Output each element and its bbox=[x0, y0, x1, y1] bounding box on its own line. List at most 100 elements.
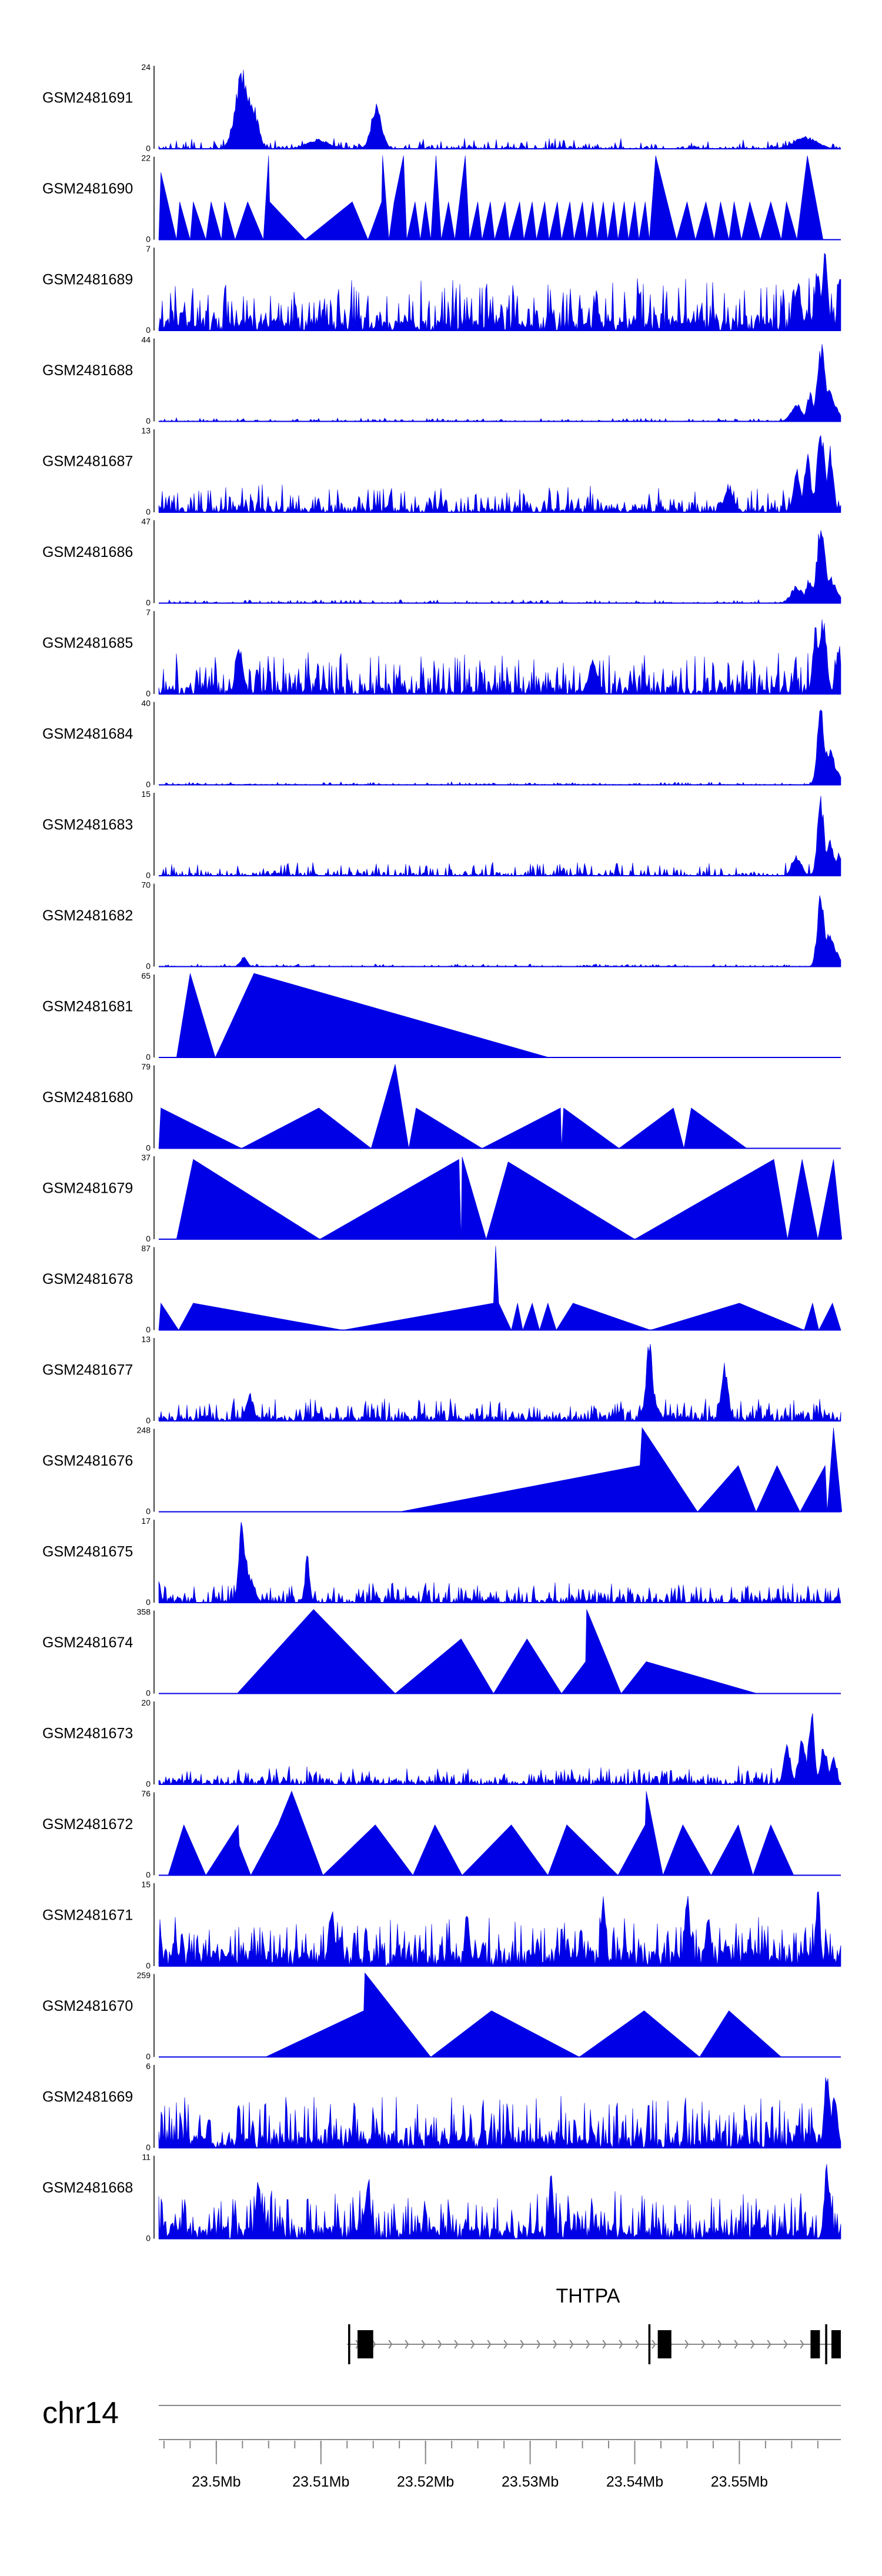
y-min-tick-label: 0 bbox=[146, 1597, 151, 1607]
coverage-area bbox=[159, 530, 841, 604]
y-min-tick-label: 0 bbox=[146, 1325, 151, 1334]
sample-label: GSM2481675 bbox=[42, 1543, 133, 1560]
sample-label: GSM2481673 bbox=[42, 1725, 133, 1741]
sample-label: GSM2481679 bbox=[42, 1180, 133, 1196]
sample-label: GSM2481674 bbox=[42, 1634, 133, 1651]
coverage-area bbox=[158, 1246, 841, 1331]
y-min-tick-label: 0 bbox=[146, 2234, 151, 2243]
y-min-tick-label: 0 bbox=[146, 1234, 151, 1243]
sample-label: GSM2481690 bbox=[42, 181, 133, 197]
track-panel: GSM2481672 76 0 bbox=[42, 1789, 841, 1880]
y-min-tick-label: 0 bbox=[146, 1143, 151, 1153]
gene-exon bbox=[648, 2324, 651, 2364]
y-max-tick-label: 17 bbox=[141, 1516, 151, 1526]
gene-annotation-track: THTPA bbox=[347, 2285, 841, 2364]
coverage-area bbox=[158, 435, 841, 513]
coverage-area bbox=[159, 796, 841, 877]
y-max-tick-label: 22 bbox=[141, 154, 151, 163]
coverage-area bbox=[168, 1790, 794, 1876]
y-min-tick-label: 0 bbox=[146, 1689, 151, 1698]
y-min-tick-label: 0 bbox=[146, 870, 151, 880]
coverage-area bbox=[158, 2077, 841, 2148]
coverage-area bbox=[158, 1344, 841, 1422]
track-panel: GSM2481688 44 0 bbox=[42, 335, 841, 426]
sample-label: GSM2481668 bbox=[42, 2180, 133, 2196]
track-panel: GSM2481689 7 0 bbox=[42, 244, 841, 335]
track-panel: GSM2481671 15 0 bbox=[42, 1880, 841, 1970]
coverage-area bbox=[236, 1609, 757, 1694]
track-panel: GSM2481687 13 0 bbox=[42, 426, 841, 516]
strand-chevron-icon bbox=[684, 2340, 689, 2349]
coordinate-tick-label: 23.53Mb bbox=[502, 2474, 559, 2490]
strand-chevron-icon bbox=[421, 2340, 426, 2349]
strand-chevron-icon bbox=[586, 2340, 590, 2349]
strand-chevron-icon bbox=[454, 2340, 459, 2349]
y-min-tick-label: 0 bbox=[146, 689, 151, 698]
y-max-tick-label: 358 bbox=[137, 1607, 151, 1617]
y-max-tick-label: 6 bbox=[146, 2061, 151, 2071]
gene-exon bbox=[810, 2330, 820, 2358]
y-max-tick-label: 40 bbox=[141, 699, 151, 708]
coordinate-tick-label: 23.51Mb bbox=[292, 2474, 349, 2490]
sample-label: GSM2481672 bbox=[42, 1816, 133, 1833]
strand-chevron-icon bbox=[520, 2340, 524, 2349]
coverage-area bbox=[158, 1713, 841, 1786]
strand-chevron-icon bbox=[569, 2340, 574, 2349]
coverage-area bbox=[158, 1891, 841, 1967]
strand-chevron-icon bbox=[553, 2340, 557, 2349]
y-min-tick-label: 0 bbox=[146, 1870, 151, 1880]
strand-chevron-icon bbox=[437, 2340, 442, 2349]
genome-axis-track: chr14 23.5Mb 23.51Mb 23.52Mb 23.53Mb 23.54Mb… bbox=[42, 2396, 841, 2490]
strand-chevron-icon bbox=[701, 2340, 706, 2349]
y-min-tick-label: 0 bbox=[146, 2143, 151, 2152]
y-max-tick-label: 7 bbox=[146, 244, 151, 253]
y-min-tick-label: 0 bbox=[146, 1052, 151, 1062]
strand-chevron-icon bbox=[717, 2340, 722, 2349]
coverage-area bbox=[176, 1156, 843, 1240]
sample-label: GSM2481669 bbox=[42, 2088, 133, 2105]
y-min-tick-label: 0 bbox=[146, 780, 151, 789]
coverage-area bbox=[158, 895, 841, 967]
y-min-tick-label: 0 bbox=[146, 235, 151, 244]
track-panel: GSM2481686 47 0 bbox=[42, 517, 841, 608]
strand-chevron-icon bbox=[635, 2340, 640, 2349]
sample-label: GSM2481685 bbox=[42, 635, 133, 651]
y-max-tick-label: 70 bbox=[141, 880, 151, 890]
track-panel: GSM2481691 24 0 bbox=[42, 62, 841, 153]
coverage-area bbox=[176, 973, 549, 1058]
gene-exon bbox=[825, 2324, 827, 2364]
y-min-tick-label: 0 bbox=[146, 962, 151, 971]
strand-chevron-icon bbox=[783, 2340, 788, 2349]
coordinate-tick-label: 23.54Mb bbox=[606, 2474, 663, 2490]
y-max-tick-label: 65 bbox=[141, 971, 151, 980]
strand-chevron-icon bbox=[734, 2340, 739, 2349]
coordinate-tick-label: 23.55Mb bbox=[711, 2474, 768, 2490]
y-min-tick-label: 0 bbox=[146, 1961, 151, 1970]
y-min-tick-label: 0 bbox=[146, 1779, 151, 1788]
y-min-tick-label: 0 bbox=[146, 2052, 151, 2061]
strand-chevron-icon bbox=[767, 2340, 771, 2349]
sample-label: GSM2481671 bbox=[42, 1907, 133, 1923]
y-max-tick-label: 87 bbox=[141, 1244, 151, 1253]
strand-chevron-icon bbox=[619, 2340, 623, 2349]
track-panel: GSM2481681 65 0 bbox=[42, 971, 841, 1062]
track-panel: GSM2481669 6 0 bbox=[42, 2061, 841, 2152]
tracks-group: GSM2481691240GSM2481690220GSM248168970GS… bbox=[42, 62, 843, 2243]
sample-label: GSM2481678 bbox=[42, 1271, 133, 1287]
y-max-tick-label: 7 bbox=[146, 608, 151, 617]
sample-label: GSM2481682 bbox=[42, 907, 133, 924]
y-max-tick-label: 259 bbox=[137, 1971, 151, 1980]
coverage-area bbox=[158, 69, 841, 150]
sample-label: GSM2481687 bbox=[42, 453, 133, 469]
coverage-area bbox=[158, 619, 841, 695]
y-max-tick-label: 47 bbox=[141, 517, 151, 526]
sample-label: GSM2481688 bbox=[42, 362, 133, 379]
strand-chevron-icon bbox=[800, 2340, 804, 2349]
coordinate-tick-label: 23.5Mb bbox=[192, 2474, 240, 2490]
track-panel: GSM2481675 17 0 bbox=[42, 1516, 841, 1607]
coverage-area bbox=[158, 155, 824, 241]
track-panel: GSM2481682 70 0 bbox=[42, 880, 841, 971]
track-panel: GSM2481677 13 0 bbox=[42, 1334, 841, 1425]
strand-chevron-icon bbox=[388, 2340, 393, 2349]
